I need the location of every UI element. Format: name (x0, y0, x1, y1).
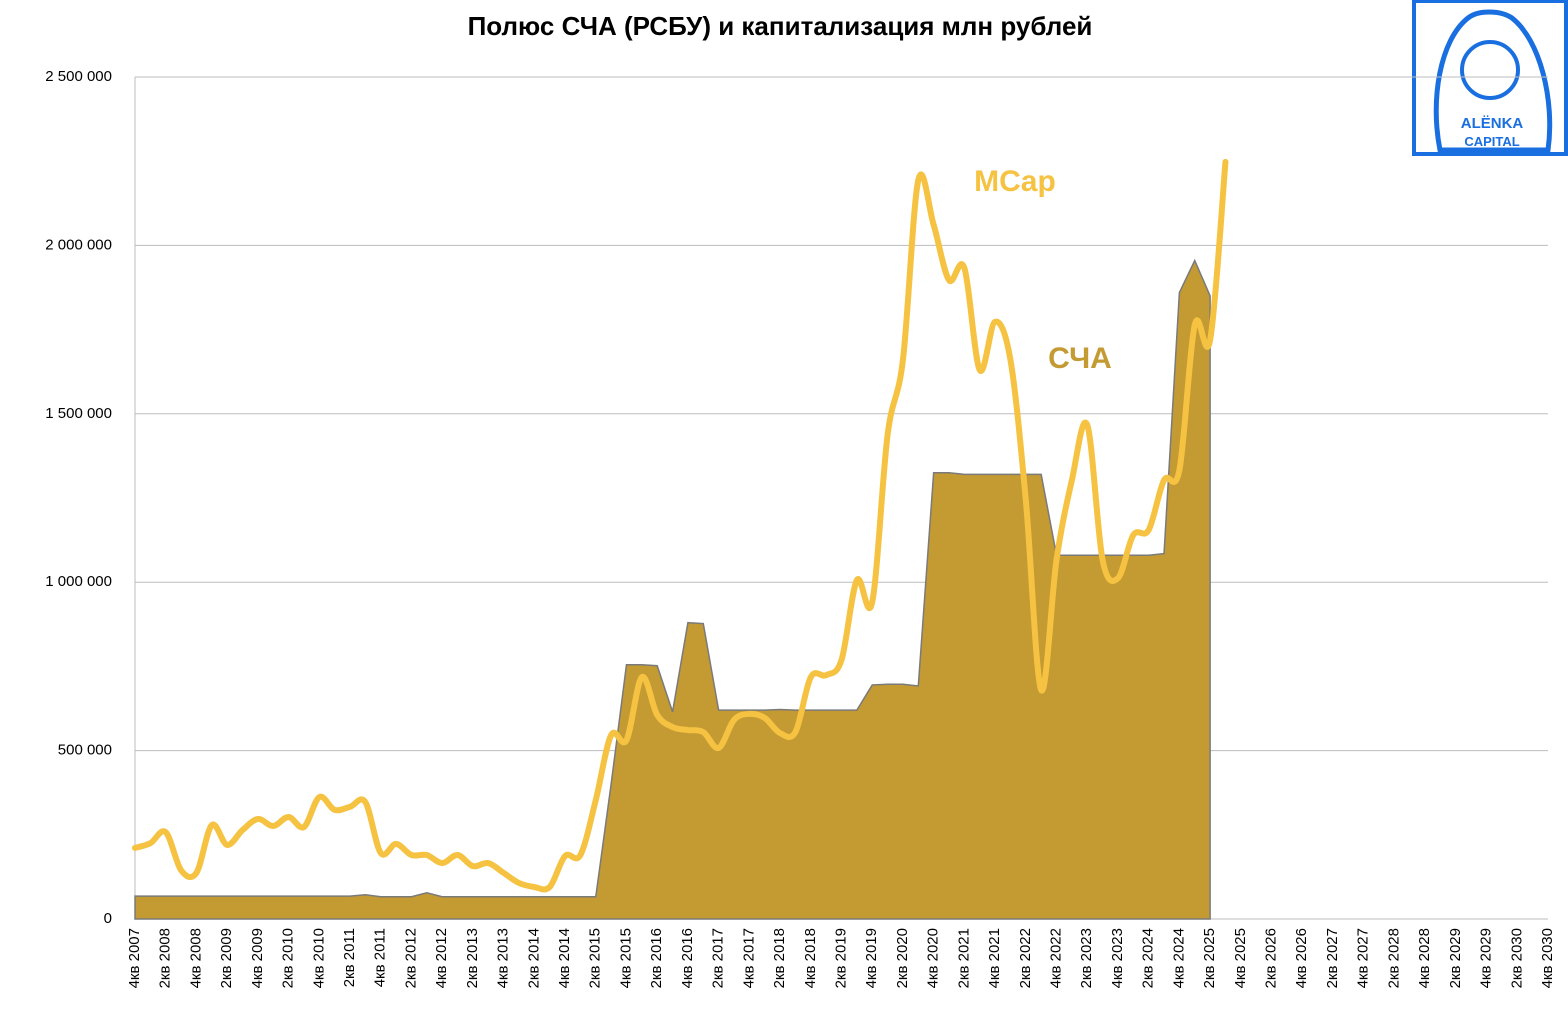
legend-label: СЧА (1048, 342, 1112, 375)
logo-doll (1433, 9, 1553, 153)
x-tick-label: 2кв 2016 (648, 928, 665, 988)
x-tick-label: 2кв 2017 (710, 928, 727, 988)
x-tick-label: 4кв 2021 (986, 928, 1003, 988)
x-tick-label: 4кв 2010 (310, 928, 327, 988)
x-tick-label: 4кв 2029 (1478, 928, 1495, 988)
x-tick-label: 2кв 2019 (832, 928, 849, 988)
x-tick-label: 2кв 2010 (280, 928, 297, 988)
logo-text: CAPITAL (1464, 134, 1519, 149)
x-tick-label: 2кв 2014 (525, 928, 542, 988)
line (132, 158, 1229, 893)
y-tick-label: 2 000 000 (45, 236, 112, 253)
y-tick-label: 2 500 000 (45, 68, 112, 85)
x-tick-label: 4кв 2023 (1109, 928, 1126, 988)
x-tick-label: 2кв 2009 (218, 928, 235, 988)
x-tick-label: 4кв 2008 (187, 928, 204, 988)
x-tick-label: 2кв 2020 (894, 928, 911, 988)
logo-face (1460, 40, 1520, 100)
logo-text: ALËNKA (1461, 115, 1524, 132)
x-tick-label: 2кв 2015 (587, 928, 604, 988)
x-tick-label: 2кв 2027 (1324, 928, 1341, 988)
x-tick-label: 4кв 2028 (1416, 928, 1433, 988)
y-tick-label: 1 000 000 (45, 573, 112, 590)
x-tick-label: 2кв 2029 (1447, 928, 1464, 988)
x-tick-label: 2кв 2012 (402, 928, 419, 988)
x-tick-label: 2кв 2018 (771, 928, 788, 988)
x-tick-label: 4кв 2025 (1232, 928, 1249, 988)
x-tick-label: 2кв 2013 (464, 928, 481, 988)
x-tick-label: 2кв 2028 (1385, 928, 1402, 988)
x-tick-label: 4кв 2017 (740, 928, 757, 988)
x-tick-label: 2кв 2030 (1508, 928, 1525, 988)
x-tick-label: 4кв 2020 (925, 928, 942, 988)
legend-label: MCap (974, 165, 1056, 198)
x-tick-label: 2кв 2008 (157, 928, 174, 988)
x-tick-label: 4кв 2026 (1293, 928, 1310, 988)
x-tick-label: 2кв 2022 (1017, 928, 1034, 988)
x-tick-label: 2кв 2023 (1078, 928, 1095, 988)
x-tick-label: 2кв 2025 (1201, 928, 1218, 988)
y-tick-label: 500 000 (58, 742, 112, 759)
x-tick-label: 2кв 2011 (341, 928, 358, 987)
x-tick-label: 4кв 2018 (802, 928, 819, 988)
area (134, 258, 1211, 920)
y-tick-label: 0 (104, 910, 112, 927)
x-tick-label: 4кв 2027 (1355, 928, 1372, 988)
chart-title: Полюс СЧА (РСБУ) и капитализация млн руб… (468, 11, 1093, 41)
x-tick-label: 2кв 2021 (955, 928, 972, 988)
y-tick-label: 1 500 000 (45, 405, 112, 422)
x-tick-label: 4кв 2007 (126, 928, 143, 988)
x-tick-label: 4кв 2016 (679, 928, 696, 988)
x-tick-label: 2кв 2026 (1263, 928, 1280, 988)
x-tick-label: 4кв 2024 (1170, 928, 1187, 988)
x-tick-label: 4кв 2014 (556, 928, 573, 988)
x-tick-label: 4кв 2012 (433, 928, 450, 988)
x-tick-label: 4кв 2022 (1047, 928, 1064, 988)
x-tick-label: 4кв 2013 (495, 928, 512, 988)
x-tick-label: 4кв 2030 (1539, 928, 1556, 988)
x-tick-label: 2кв 2024 (1140, 928, 1157, 988)
x-tick-label: 4кв 2011 (372, 928, 389, 987)
x-tick-label: 4кв 2019 (863, 928, 880, 988)
x-tick-label: 4кв 2009 (249, 928, 266, 988)
x-tick-label: 4кв 2015 (617, 928, 634, 988)
